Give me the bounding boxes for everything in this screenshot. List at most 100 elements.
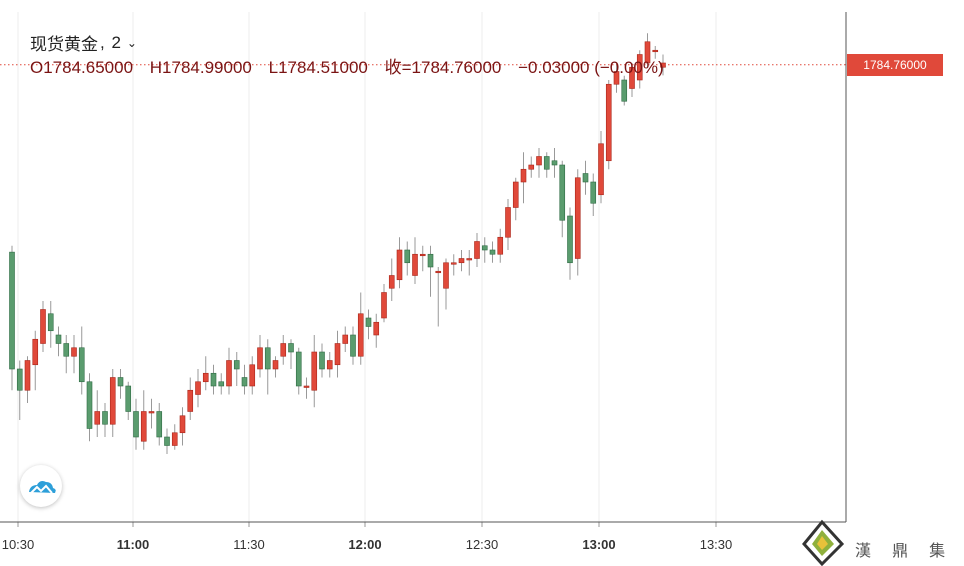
candle-body — [373, 321, 380, 336]
candle-body — [40, 309, 46, 344]
candle-body — [326, 360, 333, 370]
candle-body — [466, 258, 473, 261]
symbol-name: 现货黄金 — [30, 35, 98, 54]
candle-body — [63, 343, 70, 357]
candle-body — [24, 360, 31, 391]
candle-body — [574, 177, 581, 259]
candle-body — [427, 253, 434, 268]
candle-body — [350, 334, 356, 357]
candle-body — [458, 258, 465, 264]
candle-body — [102, 411, 108, 425]
candle-body — [16, 368, 23, 391]
candle-body — [187, 389, 194, 412]
candle-body — [652, 49, 659, 53]
candle-body — [241, 377, 248, 387]
candle-body — [202, 372, 209, 383]
low-value: L1784.51000 — [268, 58, 368, 77]
candle-body — [109, 377, 116, 425]
chart-legend-title[interactable]: 现货黄金, 2 ⌄ — [30, 30, 137, 55]
candle-body — [226, 360, 232, 387]
candle-body — [481, 245, 488, 251]
high-value: H1784.99000 — [149, 58, 252, 77]
candle-body — [140, 411, 147, 442]
candle-body — [357, 313, 364, 357]
candle-body — [512, 181, 519, 208]
x-tick-label: 12:00 — [348, 537, 381, 552]
candle-body — [264, 347, 271, 370]
candle-body — [629, 66, 635, 89]
candle-body — [195, 381, 201, 395]
candle-body — [365, 317, 372, 327]
candle-body — [47, 313, 54, 332]
candle-body — [598, 143, 604, 196]
candle-body — [295, 351, 302, 387]
candle-body — [32, 338, 39, 366]
candle-body — [567, 215, 573, 264]
candle-body — [528, 164, 535, 170]
candle-body — [419, 253, 426, 257]
candle-body — [505, 207, 511, 238]
watermark-logo-icon — [802, 519, 845, 566]
candle-body — [404, 249, 411, 264]
candle-body — [582, 173, 589, 183]
candle-body — [412, 253, 418, 276]
x-tick-label: 13:00 — [582, 537, 615, 552]
close-value: 收=1784.76000 — [384, 58, 502, 77]
candle-body — [474, 241, 480, 259]
candle-body — [280, 343, 287, 357]
candle-body — [342, 334, 349, 344]
candle-body — [590, 181, 597, 204]
candle-body — [71, 347, 77, 357]
candle-body — [288, 343, 294, 353]
candle-body — [164, 436, 170, 446]
x-tick-label: 12:30 — [466, 537, 499, 552]
candle-body — [636, 54, 643, 81]
candle-body — [388, 275, 395, 289]
candle-body — [613, 71, 620, 85]
candle-body — [497, 236, 504, 255]
candle-body — [94, 411, 101, 425]
candle-body — [179, 415, 186, 434]
candle-body — [125, 385, 132, 412]
chevron-down-icon[interactable]: ⌄ — [126, 35, 137, 50]
candle-body — [450, 262, 457, 265]
x-tick-label: 13:30 — [700, 537, 733, 552]
interval-label: 2 — [111, 32, 121, 52]
candle-body — [605, 83, 612, 162]
candle-body — [644, 41, 651, 64]
candle-body — [55, 334, 62, 344]
candle-body — [443, 262, 449, 289]
change-value: −0.03000 (−0.00%) — [518, 58, 664, 77]
candle-body — [559, 164, 566, 221]
x-tick-label: 11:00 — [117, 537, 150, 552]
candle-body — [249, 364, 256, 387]
candle-body — [319, 351, 325, 370]
candle-body — [171, 432, 178, 446]
candle-body — [233, 360, 240, 370]
candle-body — [133, 411, 139, 438]
watermark-text: 漢 鼎 集 團 — [855, 541, 964, 560]
candle-body — [272, 360, 279, 370]
candle-body — [621, 79, 628, 102]
candle-body — [117, 377, 124, 387]
candle-body — [551, 160, 558, 166]
candle-body — [334, 343, 341, 366]
last-price-tag: 1784.76000 — [847, 53, 943, 76]
candle-body — [381, 292, 387, 319]
candle-body — [156, 411, 163, 438]
cloud-logo-button[interactable] — [20, 465, 62, 507]
candle-body — [543, 156, 550, 170]
candle-body — [9, 251, 15, 370]
candle-body — [435, 270, 442, 274]
candle-body — [396, 249, 403, 281]
x-tick-label: 10:30 — [2, 537, 35, 552]
candle-body — [257, 347, 263, 370]
candle-body — [311, 351, 318, 391]
ohlc-values: O1784.65000 H1784.99000 L1784.51000 收=17… — [30, 53, 676, 78]
candle-body — [218, 381, 225, 387]
candle-body — [148, 411, 155, 414]
candle-body — [78, 347, 85, 383]
candle-body — [536, 156, 542, 166]
